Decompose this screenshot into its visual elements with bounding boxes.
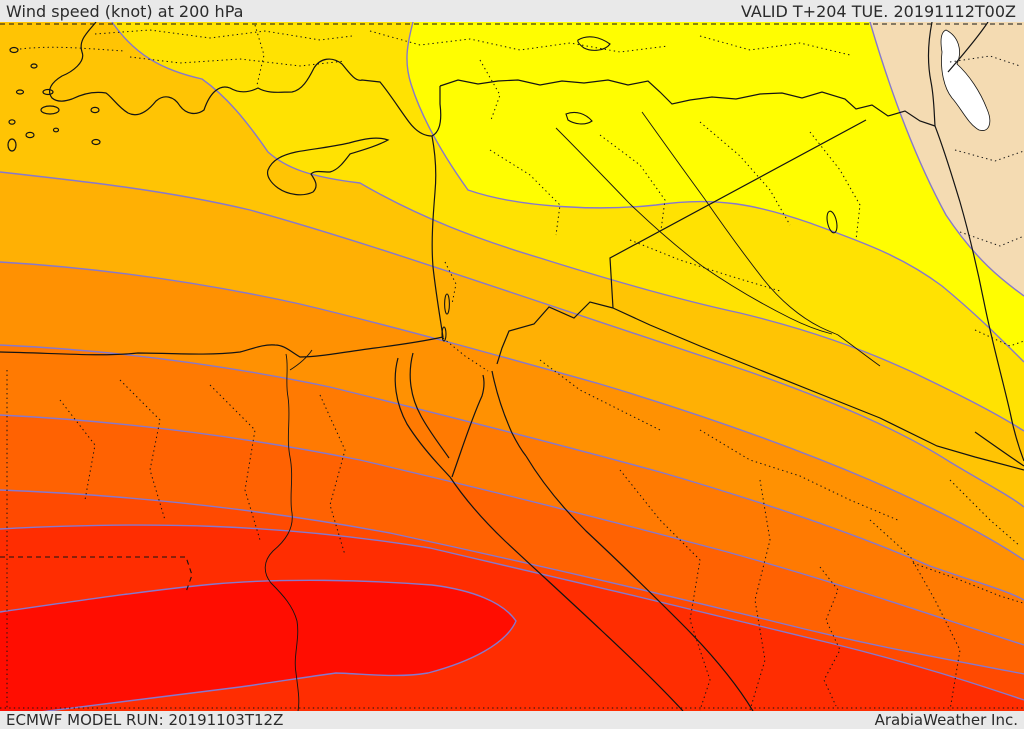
admin-boundary [954,149,1024,162]
admin-boundary [489,149,561,236]
egypt-israel-border [442,337,489,372]
persian-gulf-coast [974,431,1024,467]
admin-boundary [319,394,346,556]
lakes [441,36,838,342]
dashed-boundaries [0,23,1024,593]
map-canvas [0,22,1024,711]
admin-boundary [369,30,669,53]
provider-label: ArabiaWeather Inc. [874,711,1018,729]
tharthar-lake [826,210,838,234]
contour-line [0,579,517,711]
admin-boundary [699,429,901,522]
country-borders [439,22,1024,471]
nile-delta-branch [289,349,313,371]
gulf-of-aqaba-west-shore [451,374,485,478]
model-run-label: ECMWF MODEL RUN: 20191103T12Z [6,711,284,729]
admin-boundary [959,231,1024,247]
contour-line [406,22,1024,363]
contour-line [111,22,1024,432]
shatt-al-arab-river [837,334,881,367]
red-sea-east-coast [525,455,754,711]
valid-time-label: VALID T+204 TUE. 20191112T00Z [740,1,1016,21]
rivers [264,111,881,711]
contour-lines [0,22,1024,711]
syria-iraq-border [609,119,867,309]
admin-boundary [444,261,457,305]
admin-boundary [949,479,1021,547]
dead-sea [444,293,450,315]
contour-line [869,22,1024,297]
nile-river [264,353,300,711]
wadi-araba-lake [441,326,447,342]
admin-boundary [119,379,166,521]
red-sea-west-coast [449,476,684,711]
contour-line [0,261,1024,561]
iraq-saudi-border [612,307,1024,471]
tigris-river [641,111,839,336]
gulf-of-suez-west-shore [394,357,451,478]
contour-line [0,524,1024,701]
contour-band-deep-red [0,580,516,711]
aegean-islands [7,46,101,152]
contour-band-fills [0,22,1024,711]
admin-boundary [809,131,861,241]
gulf-of-aqaba-east-shore [491,370,527,457]
coastlines [0,22,1024,711]
admin-boundaries-dotted [0,24,1024,711]
header-bar: Wind speed (knot) at 200 hPa VALID T+204… [0,0,1024,22]
contour-line [0,171,1024,508]
aegean-turkey-coastline [49,22,442,137]
contour-line [0,489,1024,675]
turkey-syria-border [439,79,936,127]
admin-boundary [59,399,96,501]
map-title: Wind speed (knot) at 200 hPa [6,1,244,21]
turkey-caucasus-border [947,22,989,73]
footer-bar: ECMWF MODEL RUN: 20191103T12Z ArabiaWeat… [0,711,1024,729]
assad-lake [565,111,593,125]
levant-egypt-coastline [0,135,444,358]
egypt-sudan-border [0,556,193,593]
ataturk-lake [577,36,611,51]
wind-speed-contour-map [0,22,1024,711]
admin-boundary [869,519,961,711]
gulf-of-suez-east-shore [409,352,450,459]
admin-boundary [94,29,353,41]
jordan-saudi-border [496,301,614,365]
cyprus-island [266,137,390,196]
iran-western-border [927,22,1024,462]
admin-boundary [819,566,841,707]
contour-line [0,414,1024,646]
admin-boundary [254,24,265,86]
contour-line [0,344,1024,601]
urmia-lake-white-area [940,29,991,131]
admin-boundary [129,56,346,67]
euphrates-river [555,127,833,335]
